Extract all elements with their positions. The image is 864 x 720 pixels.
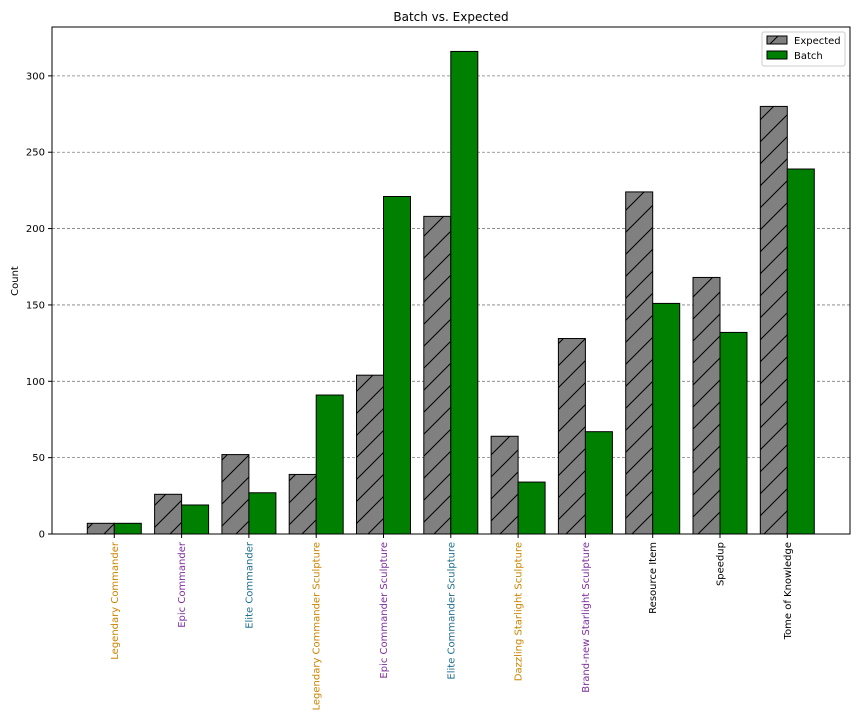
bar-batch-9 xyxy=(719,331,748,535)
bar-batch-10 xyxy=(786,168,815,535)
bar-batch-1 xyxy=(181,504,210,535)
bar-expected-8 xyxy=(625,191,654,535)
bar-expected-0 xyxy=(86,522,115,535)
bar-batch-4 xyxy=(383,196,411,535)
y-tick-label-300: 300 xyxy=(26,71,45,82)
x-tick-label-4: Epic Commander Sculpture xyxy=(379,542,390,679)
bar-expected-1 xyxy=(154,493,183,535)
bar-batch-3 xyxy=(315,394,344,535)
y-axis-label: Count xyxy=(10,266,21,296)
bar-expected-3 xyxy=(288,473,317,535)
bar-expected-2 xyxy=(221,454,250,535)
bar-expected-7 xyxy=(557,338,586,535)
x-axis: Legendary Commander Epic Commander Elite C… xyxy=(110,534,794,711)
bar-batch-7 xyxy=(584,431,613,535)
x-tick-label-8: Resource Item xyxy=(648,542,659,614)
legend: Expected Batch xyxy=(761,31,846,67)
x-tick-label-6: Dazzling Starlight Sculpture xyxy=(514,542,525,681)
x-tick-label-3: Legendary Commander Sculpture xyxy=(312,542,323,711)
bar-batch-8 xyxy=(652,302,681,535)
y-tick-label-100: 100 xyxy=(26,377,45,388)
y-tick-label-0: 0 xyxy=(39,530,45,541)
legend-swatch-batch xyxy=(766,50,788,60)
x-tick-label-5: Elite Commander Sculpture xyxy=(446,542,457,680)
x-tick-label-0: Legendary Commander xyxy=(110,541,121,660)
bars xyxy=(86,50,815,535)
legend-label-expected: Expected xyxy=(794,36,841,47)
y-tick-label-150: 150 xyxy=(26,300,45,311)
bar-batch-6 xyxy=(517,481,546,535)
y-tick-label-250: 250 xyxy=(26,148,45,159)
bar-expected-5 xyxy=(423,215,452,535)
y-tick-label-50: 50 xyxy=(32,453,45,464)
bar-batch-2 xyxy=(248,492,277,535)
x-tick-label-10: Tome of Knowledge xyxy=(783,542,794,640)
chart-title: Batch vs. Expected xyxy=(393,10,508,24)
bar-expected-9 xyxy=(692,276,721,535)
bar-batch-0 xyxy=(113,522,142,535)
bar-expected-4 xyxy=(356,374,384,535)
legend-swatch-expected xyxy=(766,35,788,45)
x-tick-label-1: Epic Commander xyxy=(177,541,188,628)
x-tick-label-7: Brand-new Starlight Sculpture xyxy=(581,542,592,693)
bar-expected-10 xyxy=(759,105,788,535)
bar-expected-6 xyxy=(490,435,519,535)
x-tick-label-2: Elite Commander xyxy=(244,541,255,629)
x-tick-label-9: Speedup xyxy=(716,542,727,586)
y-tick-label-200: 200 xyxy=(26,224,45,235)
y-axis: 0 50 100 150 200 250 300 xyxy=(26,71,52,541)
bar-batch-5 xyxy=(450,50,479,535)
legend-label-batch: Batch xyxy=(794,51,823,62)
